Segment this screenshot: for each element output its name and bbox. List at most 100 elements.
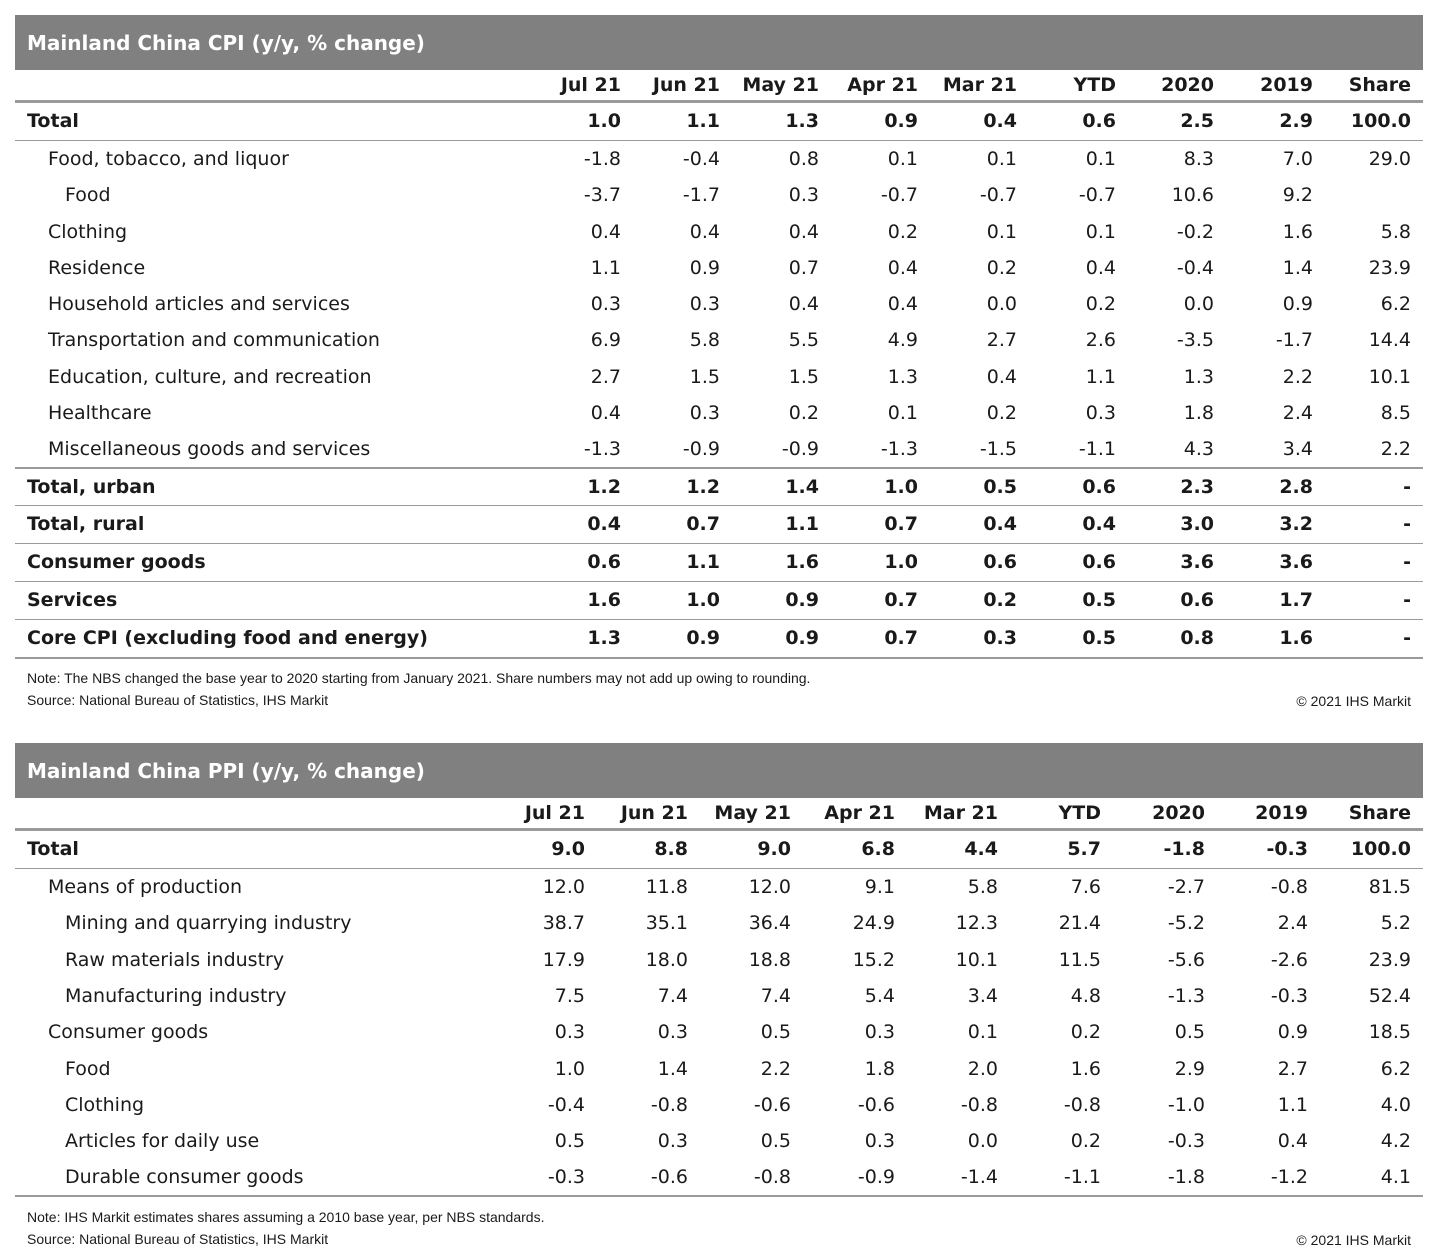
cpi-table-cell: 1.0 <box>884 476 918 498</box>
cpi-table-cell: -0.4 <box>682 148 720 170</box>
cpi-table-cell: 0.4 <box>1085 257 1116 279</box>
ppi-row-label: Total <box>27 838 79 860</box>
ppi-source: Source: National Bureau of Statistics, I… <box>27 1231 329 1247</box>
cpi-table-cell: 1.3 <box>785 110 819 132</box>
ppi-table-cell: 5.8 <box>967 876 998 898</box>
cpi-table-cell: 1.0 <box>686 589 720 611</box>
ppi-table-cell: 0.5 <box>760 1021 791 1043</box>
ppi-table-cell: 1.0 <box>554 1058 585 1080</box>
cpi-table-cell: -3.7 <box>583 184 621 206</box>
cpi-column-headers: Jul 21 Jun 21 May 21 Apr 21 Mar 21 YTD 2020 201… <box>15 70 1423 100</box>
cpi-table-cell: 0.3 <box>590 293 621 315</box>
cpi-row-separator <box>15 543 1423 544</box>
ppi-table-cell: 7.4 <box>760 985 791 1007</box>
cpi-table-cell: 1.1 <box>785 513 819 535</box>
ppi-table-cell: 1.1 <box>1277 1094 1308 1116</box>
cpi-table-row: Transportation and communication 6.9 5.8 5.… <box>15 322 1423 359</box>
cpi-table-cell: 0.9 <box>689 257 720 279</box>
cpi-column-header: Apr 21 <box>847 74 918 96</box>
cpi-table-cell: 6.2 <box>1380 293 1411 315</box>
cpi-table-cell: 0.2 <box>983 589 1017 611</box>
cpi-header-rule <box>15 100 1423 103</box>
cpi-table-cell: 0.9 <box>1282 293 1313 315</box>
ppi-table-cell: 5.2 <box>1380 912 1411 934</box>
ppi-row-label: Clothing <box>65 1094 145 1116</box>
cpi-table-cell: 2.4 <box>1282 402 1313 424</box>
cpi-table-cell: 2.8 <box>1279 476 1313 498</box>
cpi-table-cell: 0.2 <box>1085 293 1116 315</box>
cpi-table-cell: 0.1 <box>986 148 1017 170</box>
cpi-table-cell: 3.0 <box>1180 513 1214 535</box>
cpi-table-cell: 1.1 <box>590 257 621 279</box>
cpi-column-header: YTD <box>1073 74 1117 96</box>
ppi-column-header: YTD <box>1058 802 1102 824</box>
ppi-column-header: Jun 21 <box>620 802 688 824</box>
cpi-table-row: Core CPI (excluding food and energy) 1.3 0… <box>15 620 1423 657</box>
cpi-row-label: Healthcare <box>48 402 152 424</box>
cpi-row-label: Services <box>27 589 118 611</box>
ppi-row-label: Consumer goods <box>48 1021 209 1043</box>
cpi-table-cell: 0.4 <box>1082 513 1116 535</box>
ppi-table-cell: 0.9 <box>1277 1021 1308 1043</box>
ppi-column-header: Jul 21 <box>524 802 585 824</box>
ppi-table-cell: 10.1 <box>955 949 998 971</box>
ppi-row-label: Means of production <box>48 876 243 898</box>
ppi-table-cell: 5.4 <box>864 985 895 1007</box>
ppi-table-cell: 4.2 <box>1380 1130 1411 1152</box>
ppi-table-cell: 2.0 <box>967 1058 998 1080</box>
cpi-table-cell: 0.6 <box>1082 110 1116 132</box>
cpi-table-cell: 0.5 <box>1082 627 1116 649</box>
cpi-table-cell: 1.6 <box>587 589 621 611</box>
ppi-table-cell: -1.8 <box>1167 1166 1205 1188</box>
ppi-table-cell: 0.2 <box>1070 1021 1101 1043</box>
cpi-table-row: Miscellaneous goods and services -1.3 -0.9… <box>15 431 1423 467</box>
ppi-table-cell: -0.6 <box>857 1094 895 1116</box>
cpi-table-cell: 7.0 <box>1282 148 1313 170</box>
cpi-table-cell: 5.8 <box>689 329 720 351</box>
cpi-table-cell: 2.7 <box>590 366 621 388</box>
ppi-table-cell: 0.3 <box>864 1021 895 1043</box>
cpi-table-cell: 0.4 <box>590 402 621 424</box>
cpi-table-cell: 1.3 <box>887 366 918 388</box>
ppi-table-cell: 4.8 <box>1070 985 1101 1007</box>
ppi-table-cell: -0.8 <box>650 1094 688 1116</box>
cpi-table-cell: 0.3 <box>1085 402 1116 424</box>
cpi-table-cell: 0.1 <box>887 148 918 170</box>
cpi-table-cell: 0.7 <box>884 513 918 535</box>
cpi-column-header: Jul 21 <box>560 74 621 96</box>
ppi-table-cell: -0.3 <box>1266 838 1308 860</box>
cpi-row-separator <box>15 505 1423 506</box>
cpi-column-header: 2020 <box>1161 74 1214 96</box>
cpi-table-cell: 0.6 <box>1082 551 1116 573</box>
cpi-table-cell: 1.6 <box>1282 221 1313 243</box>
ppi-table-cell: 6.8 <box>861 838 895 860</box>
cpi-row-label: Miscellaneous goods and services <box>48 438 371 460</box>
ppi-table-cell: 9.0 <box>757 838 791 860</box>
ppi-table-cell: 18.8 <box>748 949 791 971</box>
cpi-table-cell: 0.7 <box>884 589 918 611</box>
ppi-table-row: Manufacturing industry 7.5 7.4 7.4 5.4 3.4 4.8… <box>15 978 1423 1014</box>
cpi-table-row: Services 1.6 1.0 0.9 0.7 0.2 0.5 0.6 1.7 - <box>15 582 1423 619</box>
cpi-table-cell: 1.2 <box>686 476 720 498</box>
cpi-table-cell: -0.7 <box>1078 184 1116 206</box>
cpi-row-label: Residence <box>48 257 146 279</box>
ppi-table-cell: 18.5 <box>1368 1021 1411 1043</box>
ppi-column-header: Share <box>1348 802 1411 824</box>
cpi-row-label: Core CPI (excluding food and energy) <box>27 627 428 649</box>
cpi-table-cell: -1.3 <box>880 438 918 460</box>
cpi-table-cell: 2.6 <box>1085 329 1116 351</box>
cpi-table-cell: 1.3 <box>587 627 621 649</box>
ppi-table-cell: -1.8 <box>1163 838 1205 860</box>
cpi-table-cell: 0.3 <box>788 184 819 206</box>
cpi-table-row: Residence 1.1 0.9 0.7 0.4 0.2 0.4 -0.4 1.4 23.9 <box>15 250 1423 286</box>
ppi-table-cell: 100.0 <box>1350 838 1411 860</box>
cpi-table-cell: 0.8 <box>1180 627 1214 649</box>
ppi-table-cell: 2.9 <box>1174 1058 1205 1080</box>
ppi-table-cell: -2.6 <box>1270 949 1308 971</box>
cpi-table-cell: 3.4 <box>1282 438 1313 460</box>
ppi-table-cell: 9.1 <box>864 876 895 898</box>
cpi-table-cell: 1.0 <box>884 551 918 573</box>
cpi-table-cell: 0.1 <box>1085 148 1116 170</box>
cpi-table-row: Clothing 0.4 0.4 0.4 0.2 0.1 0.1 -0.2 1.6 5.8 <box>15 214 1423 250</box>
ppi-table-cell: 1.8 <box>864 1058 895 1080</box>
